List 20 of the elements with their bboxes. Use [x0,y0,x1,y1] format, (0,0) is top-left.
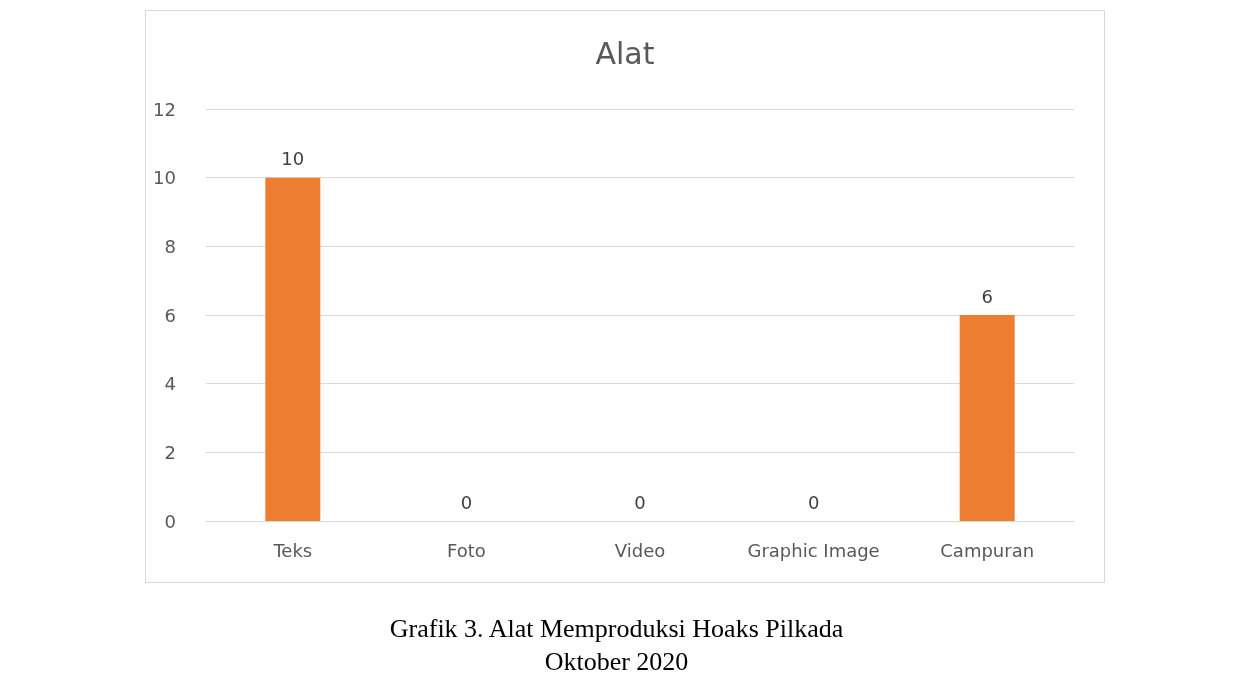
x-tick-label: Foto [447,539,486,561]
data-label: 0 [460,491,473,513]
chart-title: Alat [595,35,655,71]
y-tick-label: 6 [164,304,176,326]
x-tick-label: Graphic Image [747,539,880,561]
text: Grafik 3. Alat Memproduksi Hoaks Pilkada [388,613,845,645]
y-tick-label: 12 [153,98,176,120]
y-tick-label: 2 [164,441,176,463]
data-label: 10 [281,148,305,170]
y-tick-label: 10 [153,167,176,189]
x-tick-label: Video [614,539,666,561]
data-label: 0 [807,491,820,513]
x-tick-label: Campuran [940,539,1035,561]
x-tick-label: Teks [272,539,313,561]
data-label: 6 [981,285,993,307]
data-label: 0 [634,491,646,513]
y-tick-label: 8 [164,235,176,257]
y-tick-label: 4 [164,373,176,395]
y-tick-label: 0 [164,510,176,532]
text: Oktober 2020 [543,646,690,678]
